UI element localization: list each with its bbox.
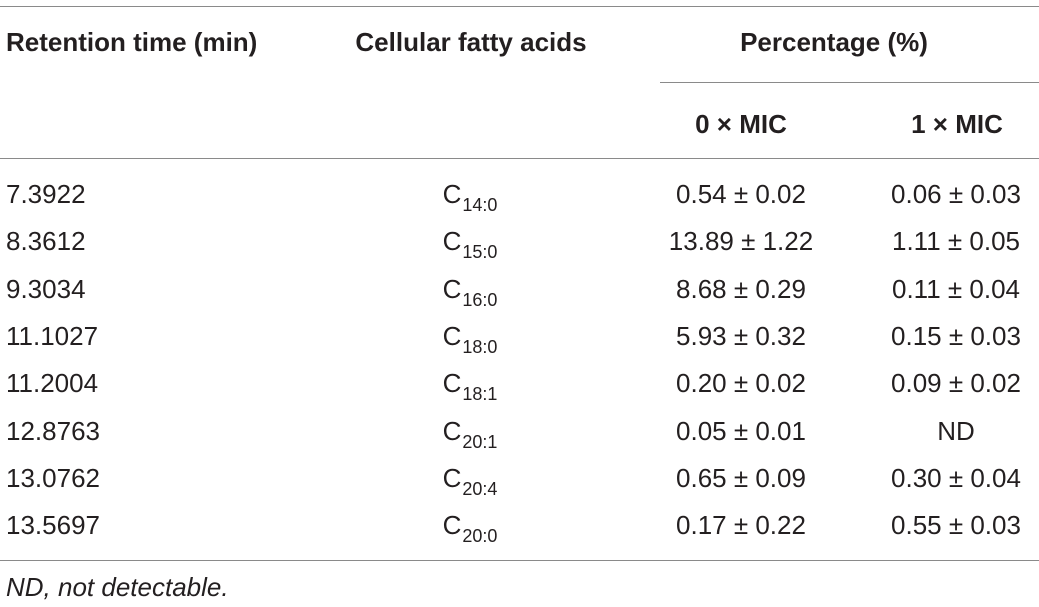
fatty-acid-symbol: C xyxy=(442,416,462,446)
fatty-acid-symbol: C xyxy=(442,226,462,256)
fatty-acid-symbol: C xyxy=(442,179,462,209)
header-bottom-rule xyxy=(0,158,1039,159)
cell-0x-mic: 8.68 ± 0.29 xyxy=(676,274,806,304)
fatty-acid-symbol: C xyxy=(442,463,462,493)
cell-0x-mic: 0.54 ± 0.02 xyxy=(676,179,806,209)
cell-retention-time: 7.3922 xyxy=(6,179,86,209)
fatty-acid-subscript: 15:0 xyxy=(462,242,498,262)
fatty-acid-symbol: C xyxy=(442,274,462,304)
cell-retention-time: 8.3612 xyxy=(6,226,86,256)
fatty-acid-subscript: 14:0 xyxy=(462,195,498,215)
cell-1x-mic: 0.55 ± 0.03 xyxy=(891,510,1021,540)
cell-0x-mic: 5.93 ± 0.32 xyxy=(676,321,806,351)
cell-1x-mic: 1.11 ± 0.05 xyxy=(892,226,1020,256)
cell-retention-time: 11.1027 xyxy=(6,321,99,351)
cell-retention-time: 11.2004 xyxy=(6,368,99,398)
cell-fatty-acid: C15:0 xyxy=(442,226,498,262)
header-0x-mic: 0 × MIC xyxy=(695,109,787,139)
cell-fatty-acid: C18:1 xyxy=(442,368,498,404)
cell-fatty-acid: C18:0 xyxy=(442,321,498,357)
cell-fatty-acid: C20:1 xyxy=(442,416,498,452)
cell-0x-mic: 0.05 ± 0.01 xyxy=(676,416,806,446)
cell-retention-time: 9.3034 xyxy=(6,274,86,304)
fatty-acid-subscript: 16:0 xyxy=(462,290,498,310)
header-1x-mic: 1 × MIC xyxy=(911,109,1003,139)
fatty-acid-symbol: C xyxy=(442,510,462,540)
cell-1x-mic: 0.15 ± 0.03 xyxy=(891,321,1021,351)
cell-1x-mic: 0.06 ± 0.03 xyxy=(891,179,1021,209)
percentage-underline xyxy=(660,82,1039,83)
header-percentage: Percentage (%) xyxy=(740,27,928,57)
header-retention-time: Retention time (min) xyxy=(6,27,258,57)
cell-fatty-acid: C20:0 xyxy=(442,510,498,546)
top-rule xyxy=(0,6,1039,7)
table-bottom-rule xyxy=(0,560,1039,561)
cell-retention-time: 12.8763 xyxy=(6,416,100,446)
cell-0x-mic: 0.20 ± 0.02 xyxy=(676,368,806,398)
fatty-acid-symbol: C xyxy=(442,321,462,351)
cell-fatty-acid: C16:0 xyxy=(442,274,498,310)
cell-0x-mic: 13.89 ± 1.22 xyxy=(668,226,814,256)
cell-1x-mic: 0.11 ± 0.04 xyxy=(892,274,1020,304)
cell-fatty-acid: C20:4 xyxy=(442,463,498,499)
table-footnote: ND, not detectable. xyxy=(6,572,229,602)
cell-0x-mic: 0.17 ± 0.22 xyxy=(676,510,806,540)
fatty-acid-subscript: 20:1 xyxy=(462,432,498,452)
cell-1x-mic: ND xyxy=(937,416,975,446)
fatty-acid-subscript: 18:1 xyxy=(462,384,498,404)
cell-1x-mic: 0.09 ± 0.02 xyxy=(891,368,1021,398)
fatty-acid-subscript: 20:4 xyxy=(462,479,498,499)
cell-fatty-acid: C14:0 xyxy=(442,179,498,215)
cell-1x-mic: 0.30 ± 0.04 xyxy=(891,463,1021,493)
cell-0x-mic: 0.65 ± 0.09 xyxy=(676,463,806,493)
header-cellular-fatty-acids: Cellular fatty acids xyxy=(355,27,587,57)
cell-retention-time: 13.5697 xyxy=(6,510,100,540)
fatty-acid-symbol: C xyxy=(442,368,462,398)
cell-retention-time: 13.0762 xyxy=(6,463,100,493)
fatty-acid-subscript: 18:0 xyxy=(462,337,498,357)
fatty-acid-subscript: 20:0 xyxy=(462,526,498,546)
